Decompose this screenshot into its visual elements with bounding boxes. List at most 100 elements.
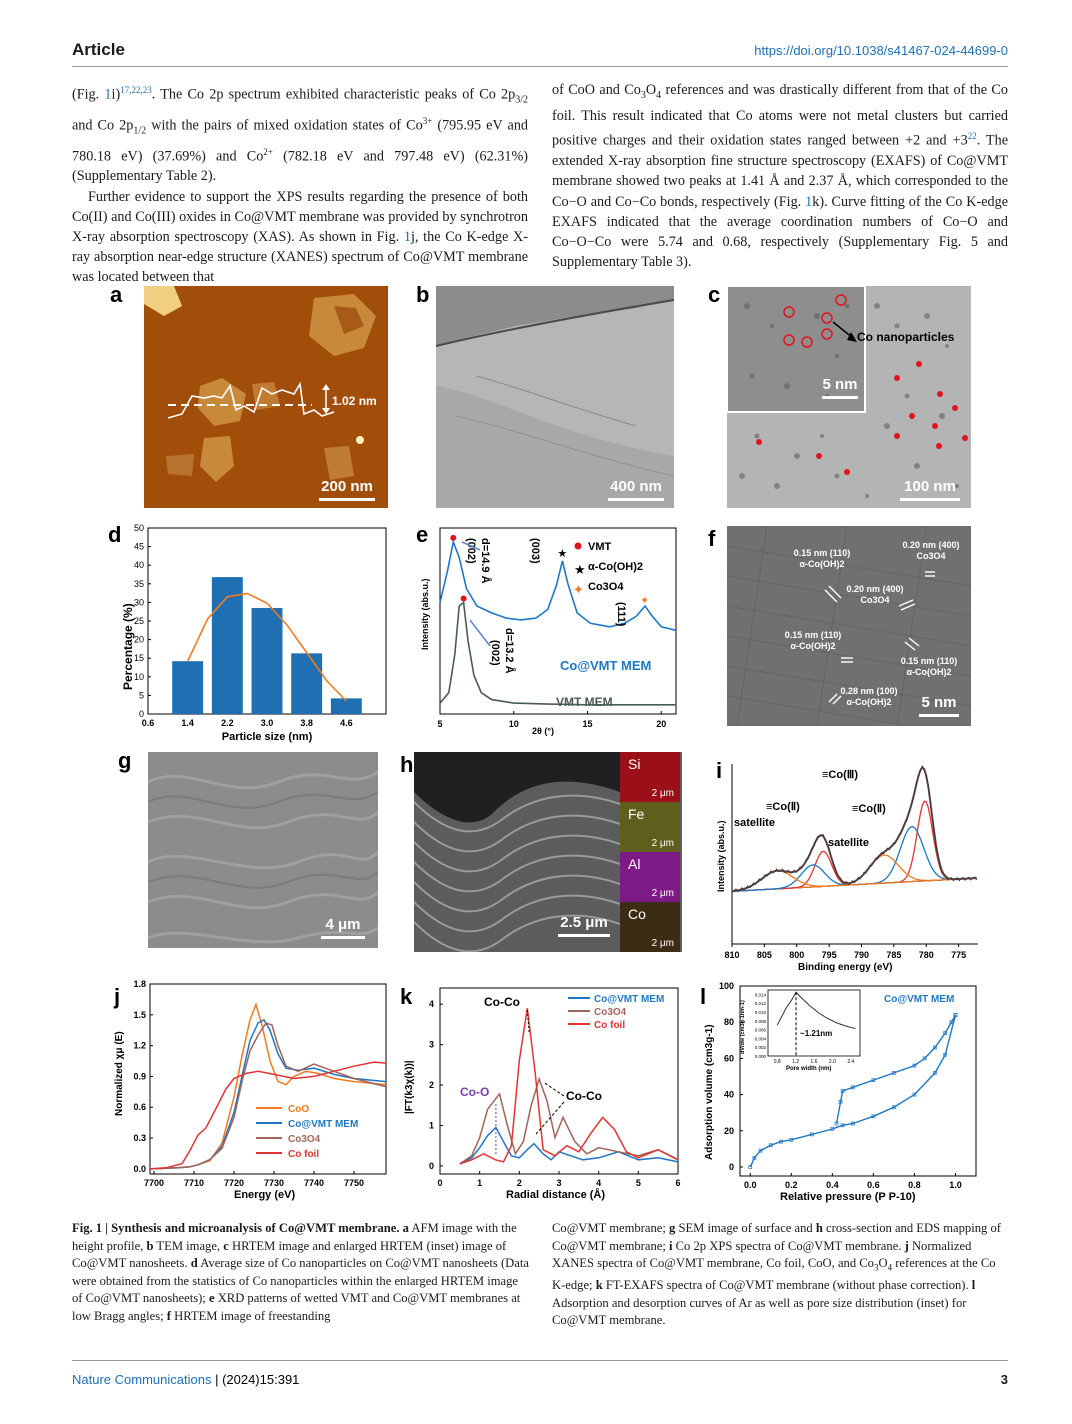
x-tick-label: 0 (437, 1178, 442, 1188)
peak-annotation: Co-O (460, 1085, 489, 1099)
data-point (752, 1156, 757, 1160)
scale-bar: 200 nm (316, 478, 378, 501)
peak-label: ≡Co(Ⅱ) (852, 803, 886, 815)
x-axis-label: Energy (eV) (234, 1189, 295, 1201)
y-tick-label: 25 (134, 616, 144, 626)
inset-x-tick-label: 2.4 (847, 1059, 854, 1065)
peak-marker (450, 534, 457, 541)
bar (211, 577, 243, 714)
figure-caption-right: Co@VMT membrane; g SEM image of surface … (552, 1220, 1010, 1330)
x-tick-label: 4.6 (340, 718, 353, 728)
y-tick-label: 20 (724, 1126, 734, 1136)
peak-annotation: Co-Co (566, 1089, 602, 1103)
lattice-annotation: 0.15 nm (110) α-Co(OH)2 (900, 656, 958, 677)
inset-x-tick-label: 0.8 (774, 1059, 781, 1065)
panel-label-b: b (416, 282, 430, 307)
hrtem-freestanding-image: 0.15 nm (110) α-Co(OH)2 0.20 nm (400) Co3O… (727, 526, 971, 726)
scale-bar-label: 100 nm (904, 478, 956, 495)
journal-citation[interactable]: Nature Communications | (2024)15:391 (72, 1372, 300, 1387)
data-point (912, 1063, 917, 1068)
x-tick-label: 0.2 (785, 1180, 798, 1190)
data-point (840, 1123, 845, 1128)
scale-bar: 100 nm (897, 478, 963, 501)
peak-annotation: Co-Co (484, 995, 520, 1009)
panel-label-i: i (716, 758, 723, 783)
x-tick-label: 2.2 (221, 718, 234, 728)
y-tick-label: 15 (134, 653, 144, 663)
y-tick-label: 40 (724, 1090, 734, 1100)
inset-y-tick-label: 0.002 (755, 1045, 767, 1050)
data-point (758, 1148, 763, 1153)
data-point (851, 1121, 855, 1126)
y-tick-label: 2 (429, 1080, 434, 1090)
y-axis-label: |FT(k3χ(k))| (404, 1060, 415, 1114)
y-tick-label: 0 (729, 1162, 734, 1172)
scale-bar-label: 400 nm (610, 478, 662, 495)
section-label: Article (72, 40, 125, 59)
legend-marker (574, 542, 582, 550)
bar (251, 607, 283, 714)
panel-label-h: h (400, 752, 414, 777)
x-tick-label: 7710 (184, 1178, 204, 1188)
data-point (779, 1139, 783, 1144)
series-co-vmt-mem (439, 539, 677, 632)
y-tick-label: 0.9 (133, 1071, 146, 1081)
tem-image: 400 nm (436, 286, 674, 508)
legend-entry: Co@VMT MEM (594, 994, 664, 1005)
series-line (459, 1008, 679, 1165)
panel-label-g: g (118, 748, 132, 773)
x-tick-label: 5 (437, 719, 442, 729)
chart-e: 5 10 15 20 Co@VMT MEM VMT MEM Intensity (abs.u… (420, 527, 677, 736)
inset-y-tick-label: 0.000 (755, 1054, 767, 1059)
peak-marker: ★ (557, 548, 567, 560)
scale-bar: 4 μm (318, 916, 368, 939)
hrtem-lattice-art (727, 526, 971, 726)
x-tick-label: 3 (556, 1178, 561, 1188)
eds-element-label: Al (628, 856, 641, 872)
x-tick-label: 0.6 (142, 718, 155, 728)
data-point (933, 1045, 937, 1050)
data-point (748, 1165, 753, 1169)
plot-frame (439, 527, 677, 715)
y-tick-label: 100 (719, 981, 734, 991)
annotation-arrow (461, 541, 481, 551)
data-point (840, 1089, 845, 1093)
x-tick-label: 800 (789, 950, 804, 960)
panel-label-d: d (108, 522, 122, 547)
data-point (851, 1085, 855, 1090)
peak-marker: ✦ (640, 595, 649, 607)
series-line (149, 1061, 387, 1170)
annotation-plane: (111) (615, 602, 627, 627)
x-tick-label: 0.0 (744, 1180, 757, 1190)
scale-bar-label: 4 μm (325, 916, 361, 933)
y-tick-label: 0.6 (133, 1102, 146, 1112)
doi-link[interactable]: https://doi.org/10.1038/s41467-024-44699… (754, 43, 1008, 58)
annotation-plane: (003) (529, 538, 541, 564)
data-point (892, 1105, 896, 1110)
x-tick-label: 7730 (264, 1178, 284, 1188)
chart-j: 0.0 0.3 0.6 0.9 1.2 1.5 1.8 7700 7710 7720 7730 774… (114, 979, 387, 1201)
annotation-leader (535, 1101, 565, 1135)
series-vmt-mem (439, 600, 676, 706)
plot-frame (739, 985, 977, 1177)
paragraph: (Fig. 1i)17,22,23. The Co 2p spectrum ex… (72, 85, 529, 185)
y-tick-label: 1.5 (133, 1010, 146, 1020)
legend-entry: CoO (288, 1104, 309, 1115)
inset-y-tick-label: 0.004 (755, 1036, 767, 1041)
y-tick-label: 50 (134, 523, 144, 533)
data-point (892, 1071, 896, 1075)
series-line (149, 1022, 387, 1170)
panel-label-k: k (400, 984, 413, 1009)
x-tick-label: 0.6 (867, 1180, 880, 1190)
x-tick-label: 15 (582, 719, 592, 729)
lattice-annotation: 0.15 nm (110) α-Co(OH)2 (784, 630, 842, 651)
scale-bar-label: 5 nm (822, 376, 858, 393)
chart-k: 0 1 2 3 4 0 1 2 3 4 5 6 Co@VMT MEM Co3O4 Co foil Co-Co C… (404, 987, 681, 1201)
legend-entry: Co3O4 (288, 1134, 321, 1145)
panel-label-a: a (110, 282, 123, 307)
series-line (459, 1126, 679, 1165)
y-axis-label: Adsorption volume (cm3g-1) (704, 1024, 715, 1160)
eds-scale-label: 2 μm (651, 788, 674, 799)
y-axis-label: Intensity (abs.u.) (420, 578, 430, 650)
y-tick-label: 3 (429, 1040, 434, 1050)
